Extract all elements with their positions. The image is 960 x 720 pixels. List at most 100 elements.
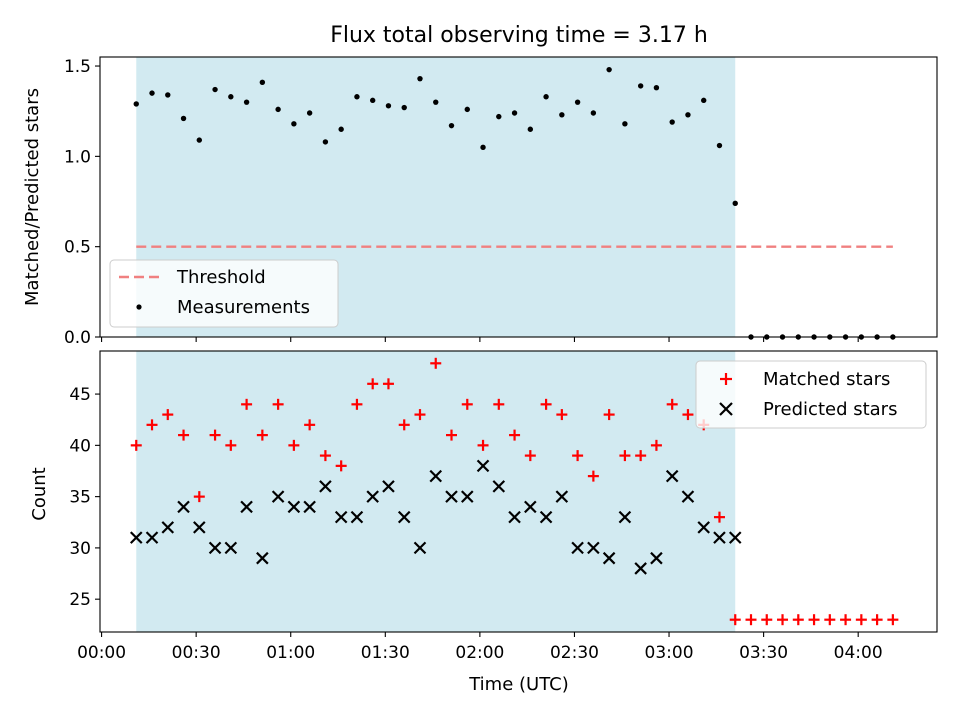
predicted-star-point [256,551,269,565]
measurement-point [417,75,423,82]
measurement-point [149,90,155,96]
measurement-point [338,126,344,132]
matched-star-point [225,439,237,451]
x-tick-label: 02:00 [455,643,504,663]
measurement-point [433,99,439,105]
matched-star-point [493,398,505,410]
matched-star-point [572,450,584,462]
measurement-point [369,97,376,104]
matched-star-point [209,429,221,441]
y-tick-label: 25 [69,590,91,610]
bottom-x-ticks: 00:00 00:30 01:00 01:30 02:00 02:30 03:00 03:30… [77,632,883,663]
x-tick-label: 03:00 [645,643,694,663]
predicted-star-point [476,459,490,473]
measurement-point [511,110,518,116]
x-tick-label: 00:00 [77,643,126,663]
predicted-star-point [350,510,364,524]
measurement-point [732,200,738,207]
measurement-point [165,92,171,98]
measurement-point [322,139,329,145]
x-axis-label: Time (UTC) [468,674,569,695]
predicted-legend-label: Predicted stars [763,399,897,420]
matched-star-point [808,614,820,626]
y-tick-label: 45 [69,385,91,405]
matched-star-point [855,614,867,626]
bottom-axes: 25 30 35 40 45 00:00 00:30 01:00 01:30 02:00 02:3… [29,350,938,695]
predicted-star-point [618,510,632,524]
y-tick-label: 0.0 [64,328,91,348]
matched-star-point [477,439,489,451]
predicted-star-point [524,500,537,514]
measurement-point [653,85,660,91]
matched-star-point [414,409,426,421]
predicted-star-point [177,500,190,514]
matched-star-point [650,439,662,451]
predicted-star-point [508,510,521,524]
predicted-star-point [397,510,411,524]
matched-star-point [887,614,899,626]
measurement-point [590,110,597,116]
measurement-point [701,97,707,104]
predicted-star-point [728,531,742,544]
measurement-point [306,110,313,116]
predicted-star-point [208,541,222,555]
bottom-observing-window [136,351,736,632]
predicted-star-point [319,480,332,493]
matched-star-point [524,450,536,462]
y-tick-label: 35 [69,488,91,508]
matched-star-point [256,429,268,441]
measurement-point [464,106,470,113]
matched-star-point [446,429,458,441]
predicted-star-point [492,480,506,493]
threshold-legend-label: Threshold [176,267,266,288]
predicted-star-point [697,521,710,534]
y-tick-label: 0.5 [64,238,91,258]
top-y-label: Matched/Predicted stars [22,88,43,306]
matched-star-point [713,511,725,523]
x-tick-label: 00:30 [172,643,221,663]
measurement-point [716,142,723,149]
measurement-point [637,83,644,89]
matched-star-point [777,614,789,626]
measurement-point [622,121,628,127]
measurement-point [448,122,455,129]
matched-star-point [398,419,410,431]
predicted-star-point [681,490,695,503]
matched-star-point [792,614,804,626]
measurement-point [228,94,234,100]
matched-star-point [635,450,647,462]
measurement-point [606,66,612,73]
matched-star-point [430,357,442,369]
predicted-star-point [382,480,395,493]
matched-legend-label: Matched stars [763,369,890,390]
y-tick-label: 30 [69,539,91,559]
matched-star-point [272,398,284,410]
y-tick-label: 1.0 [64,147,91,167]
measurement-point [496,113,502,120]
predicted-legend-marker [719,402,733,416]
measurement-point [212,86,218,93]
top-legend-box [109,259,339,328]
predicted-star-point [555,490,569,503]
top-x-ticks [101,337,859,342]
predicted-star-point [587,541,600,555]
measurement-point [480,144,486,151]
matched-star-point [871,614,883,626]
matched-star-point [241,398,253,410]
predicted-star-point [713,531,726,544]
predicted-star-point [287,500,301,514]
x-tick-label: 01:30 [361,643,410,663]
matched-star-point [603,409,615,421]
x-tick-label: 03:30 [739,643,788,663]
predicted-star-point [240,500,253,514]
matched-star-point [745,614,757,626]
measurement-point [291,121,297,127]
top-axes: Flux total observing time = 3.17 h 0.00.… [22,23,938,348]
measurement-point [527,126,534,132]
matched-star-point [367,378,379,390]
matched-star-point [304,419,316,431]
matched-star-point [619,450,631,462]
matched-star-point [178,429,190,441]
measurement-point [243,99,250,105]
x-tick-label: 02:30 [550,643,599,663]
